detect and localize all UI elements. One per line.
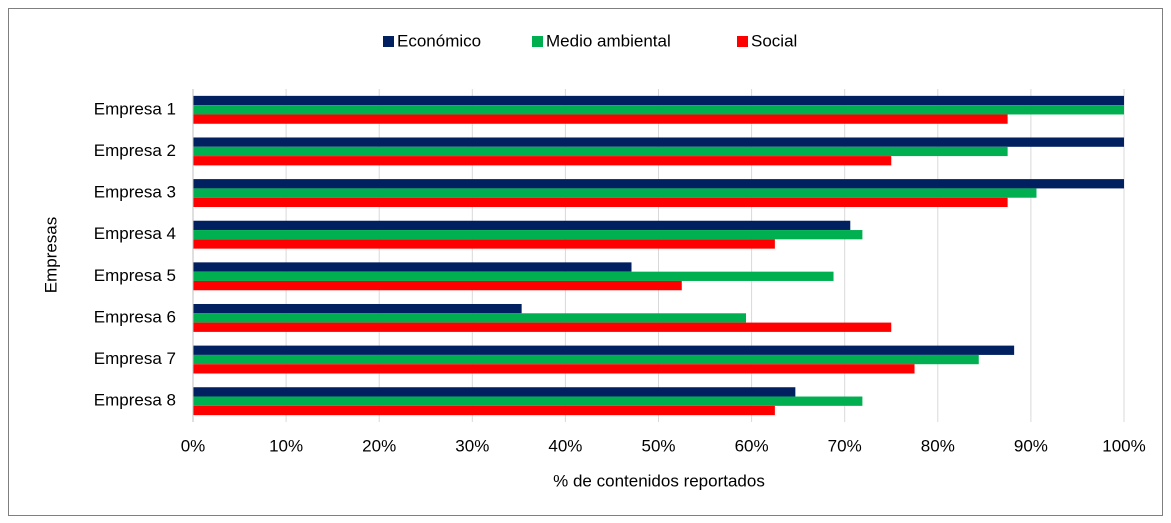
bar [193, 105, 1124, 115]
y-tick-label: Empresa 3 [94, 183, 176, 202]
bar [193, 230, 863, 240]
x-tick-label: 70% [828, 436, 862, 455]
x-tick-label: 0% [181, 436, 206, 455]
bar [193, 345, 1015, 355]
bar [193, 197, 1008, 208]
x-tick-label: 80% [921, 436, 955, 455]
bar [193, 95, 1124, 106]
legend-swatch [737, 36, 748, 47]
y-tick-label: Empresa 1 [94, 99, 176, 118]
bar [193, 137, 1124, 147]
legend-swatch [532, 36, 543, 47]
x-tick-label: 20% [362, 436, 396, 455]
x-tick-label: 10% [269, 436, 303, 455]
x-tick-label: 30% [455, 436, 489, 455]
y-tick-label: Empresa 8 [94, 391, 176, 410]
legend-label: Económico [397, 31, 481, 50]
bar [193, 156, 892, 166]
x-tick-label: 90% [1014, 436, 1048, 455]
bar [193, 396, 863, 406]
x-tick-label: 100% [1102, 436, 1145, 455]
bar [193, 114, 1008, 124]
bar [193, 364, 915, 374]
y-tick-label: Empresa 4 [94, 224, 176, 243]
bar [193, 220, 851, 231]
x-tick-label: 60% [735, 436, 769, 455]
bar [193, 146, 1008, 157]
bar [193, 322, 892, 332]
bar [193, 239, 775, 249]
bar [193, 179, 1124, 189]
y-tick-label: Empresa 7 [94, 349, 176, 368]
bar [193, 313, 747, 323]
y-tick-label: Empresa 6 [94, 307, 176, 326]
x-tick-label: 40% [548, 436, 582, 455]
bar [193, 188, 1037, 198]
y-tick-label: Empresa 2 [94, 141, 176, 160]
bar [193, 405, 775, 416]
bar [193, 387, 796, 397]
chart-border [8, 8, 1163, 516]
legend-label: Medio ambiental [546, 31, 671, 50]
x-tick-label: 50% [641, 436, 675, 455]
x-axis-title: % de contenidos reportados [553, 471, 765, 490]
legend-swatch [383, 36, 394, 47]
y-tick-label: Empresa 5 [94, 266, 176, 285]
bar [193, 354, 979, 365]
bar [193, 303, 522, 314]
bar [193, 280, 682, 291]
bar [193, 271, 834, 281]
y-axis-title: Empresas [41, 217, 60, 294]
bar [193, 262, 632, 272]
legend-label: Social [751, 31, 797, 50]
